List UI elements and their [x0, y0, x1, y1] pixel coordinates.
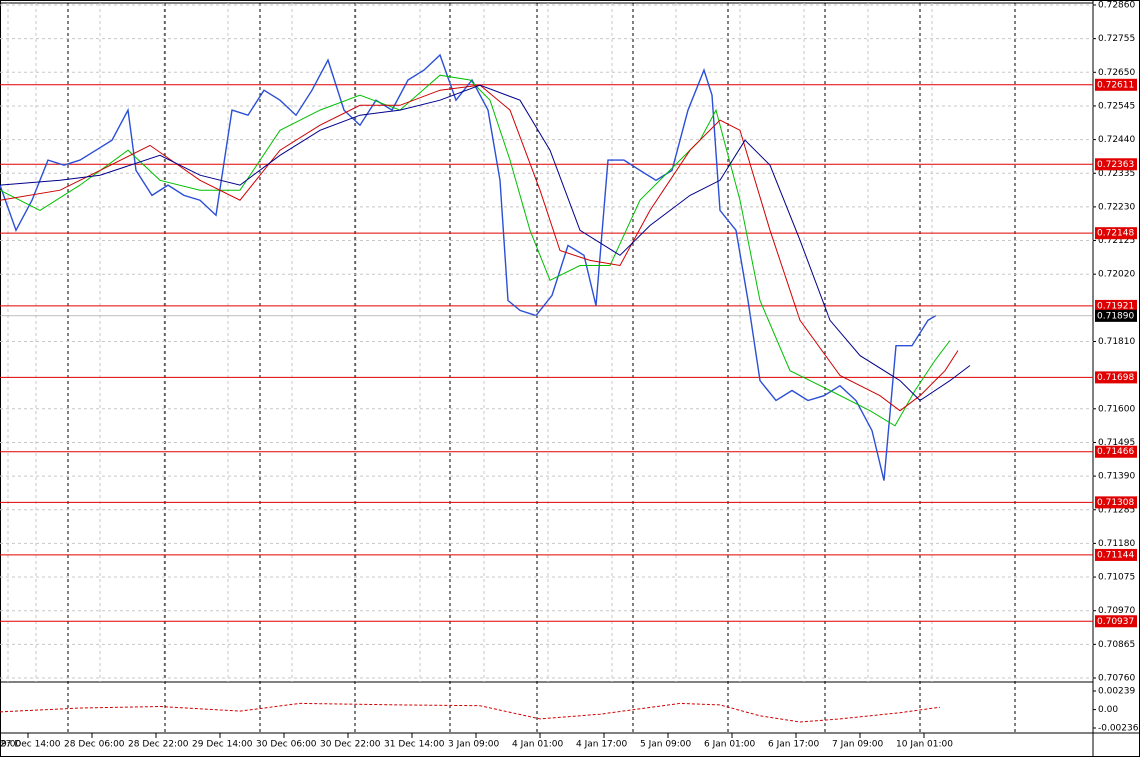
- level-label-box: [1095, 158, 1137, 171]
- level-label: 0.71308: [1097, 498, 1134, 508]
- y-tick-label: 0.70970: [1098, 606, 1135, 616]
- y-tick-label: 0.72335: [1098, 169, 1135, 179]
- level-label-box: [1095, 496, 1137, 509]
- y-tick-label: 0.71810: [1098, 337, 1135, 347]
- y-tick-label: 0.00: [1098, 705, 1118, 715]
- y-tick-label: 0.72125: [1098, 236, 1135, 246]
- x-tick-label: 6 Jan 01:00: [704, 740, 756, 750]
- y-tick-label: 0.71180: [1098, 539, 1135, 549]
- level-label-box: [1095, 78, 1137, 91]
- level-label: 0.72363: [1097, 160, 1134, 170]
- x-tick-label: 7 Jan 09:00: [832, 740, 884, 750]
- x-tick-label: 31 Dec 14:00: [384, 740, 445, 750]
- y-tick-label: 0.71495: [1098, 438, 1135, 448]
- level-label: 0.70937: [1097, 617, 1134, 627]
- y-tick-label: 0.72440: [1098, 135, 1135, 145]
- y-tick-label: 0.72545: [1098, 101, 1135, 111]
- current-price-label: 0.71890: [1097, 311, 1134, 321]
- x-tick-label: 5 Jan 09:00: [640, 740, 692, 750]
- x-tick-label: 29 Dec 14:00: [192, 740, 253, 750]
- y-tick-label: -0.002369: [1098, 724, 1140, 734]
- series-line: [0, 53, 937, 481]
- x-tick-label: 28 Dec 22:00: [128, 740, 189, 750]
- y-tick-label: 0.71285: [1098, 505, 1135, 515]
- current-price-box: [1095, 309, 1137, 322]
- y-tick-label: 0.70865: [1098, 640, 1135, 650]
- x-tick-label: 4 Jan 01:00: [512, 740, 564, 750]
- level-label: 0.71698: [1097, 373, 1134, 383]
- x-tick-label: 30 Dec 06:00: [256, 740, 317, 750]
- x-tick-label: 28 Dec 06:00: [64, 740, 125, 750]
- x-tick-label: 10 Jan 01:00: [896, 740, 953, 750]
- level-label: 0.71921: [1097, 301, 1134, 311]
- series-line: [0, 74, 951, 427]
- level-label: 0.72148: [1097, 229, 1134, 239]
- x-tick-label: 27 Dec 14:00: [0, 740, 61, 750]
- y-tick-label: 0.72860: [1098, 1, 1135, 11]
- level-label-box: [1095, 445, 1137, 458]
- x-tick-label: 9:00: [1, 740, 21, 750]
- level-label-box: [1095, 371, 1137, 384]
- x-tick-label: 4 Jan 17:00: [576, 740, 628, 750]
- x-tick-label: 30 Dec 22:00: [320, 740, 381, 750]
- y-tick-label: 0.72020: [1098, 270, 1135, 280]
- y-tick-label: 0.70760: [1098, 674, 1135, 684]
- series-line: [0, 84, 971, 402]
- x-tick-label: 3 Jan 09:00: [448, 740, 500, 750]
- level-label: 0.71466: [1097, 447, 1134, 457]
- y-tick-label: 0.00239: [1098, 687, 1135, 697]
- y-tick-label: 0.72755: [1098, 34, 1135, 44]
- level-label-box: [1095, 615, 1137, 628]
- y-tick-label: 0.71600: [1098, 404, 1135, 414]
- y-tick-label: 0.71390: [1098, 472, 1135, 482]
- level-label-box: [1095, 548, 1137, 561]
- y-tick-label: 0.72230: [1098, 202, 1135, 212]
- series-line: [0, 84, 959, 412]
- series-line: [0, 702, 941, 723]
- level-label: 0.72611: [1097, 80, 1134, 90]
- level-label-box: [1095, 227, 1137, 240]
- x-tick-label: 6 Jan 17:00: [768, 740, 820, 750]
- level-label: 0.71144: [1097, 550, 1134, 560]
- y-tick-label: 0.72650: [1098, 68, 1135, 78]
- level-label-box: [1095, 299, 1137, 312]
- y-tick-label: 0.71075: [1098, 573, 1135, 583]
